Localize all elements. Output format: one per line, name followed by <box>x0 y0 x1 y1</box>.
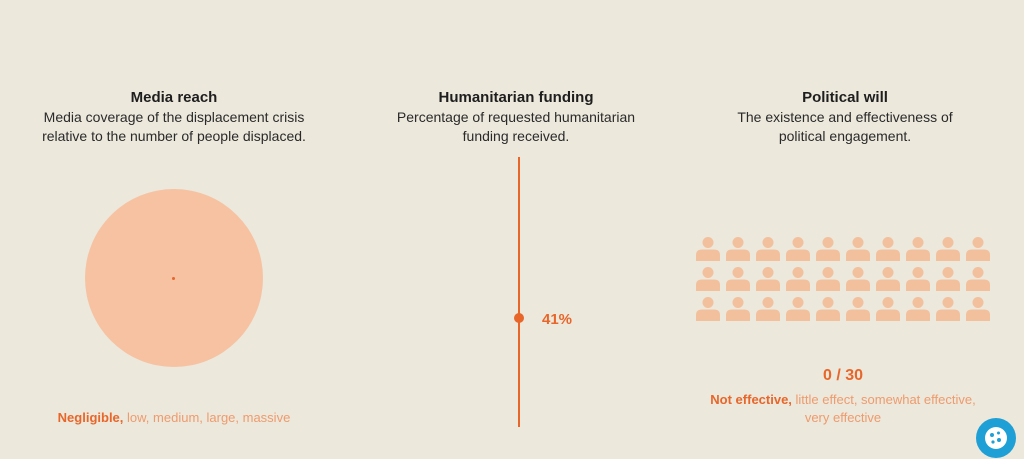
person-icon <box>903 236 933 266</box>
person-icon <box>903 266 933 296</box>
funding-header: Humanitarian funding Percentage of reque… <box>362 88 670 146</box>
person-icon <box>873 236 903 266</box>
cookie-settings-button[interactable] <box>976 418 1016 458</box>
person-icon <box>843 266 873 296</box>
political-will-scale-rest-line1: little effect, somewhat effective, <box>791 392 976 407</box>
person-icon <box>933 236 963 266</box>
person-icon <box>813 266 843 296</box>
political-will-description-line1: The existence and effectiveness of <box>737 109 953 125</box>
media-reach-title: Media reach <box>130 89 218 106</box>
cookie-icon <box>985 427 1007 449</box>
political-will-scale-selected: Not effective, <box>710 392 792 407</box>
media-reach-center-dot <box>172 277 175 280</box>
person-icon <box>723 296 753 326</box>
person-icon <box>723 266 753 296</box>
funding-title: Humanitarian funding <box>438 89 594 106</box>
person-icon <box>783 296 813 326</box>
person-icon <box>873 296 903 326</box>
person-icon <box>753 266 783 296</box>
person-icon <box>963 296 993 326</box>
person-icon <box>933 266 963 296</box>
funding-marker-dot <box>514 313 524 323</box>
media-reach-description-line1: Media coverage of the displacement crisi… <box>43 109 305 125</box>
people-icon-grid <box>693 236 993 326</box>
funding-description-line2: funding received. <box>462 128 570 144</box>
person-icon <box>873 266 903 296</box>
person-icon <box>693 236 723 266</box>
political-will-ratio: 0 / 30 <box>822 367 864 384</box>
person-icon <box>753 236 783 266</box>
person-icon <box>933 296 963 326</box>
political-will-header: Political will The existence and effecti… <box>690 88 1000 146</box>
funding-percentage: 41% <box>542 311 573 328</box>
person-icon <box>783 266 813 296</box>
person-icon <box>963 266 993 296</box>
person-icon <box>813 236 843 266</box>
political-will-description-line2: political engagement. <box>778 128 912 144</box>
person-icon <box>963 236 993 266</box>
person-icon <box>813 296 843 326</box>
person-icon <box>723 236 753 266</box>
person-icon <box>693 266 723 296</box>
political-will-scale-rest-line2: very effective <box>804 410 882 425</box>
person-icon <box>753 296 783 326</box>
media-reach-header: Media reach Media coverage of the displa… <box>18 88 330 146</box>
media-reach-scale-rest: low, medium, large, massive <box>123 410 291 425</box>
person-icon <box>843 296 873 326</box>
person-icon <box>783 236 813 266</box>
political-will-title: Political will <box>802 89 888 106</box>
media-reach-scale: Negligible, low, medium, large, massive <box>18 409 330 427</box>
media-reach-scale-selected: Negligible, <box>57 410 124 425</box>
political-will-scale: Not effective, little effect, somewhat e… <box>690 391 996 427</box>
person-icon <box>843 236 873 266</box>
person-icon <box>693 296 723 326</box>
funding-description-line1: Percentage of requested humanitarian <box>396 109 636 125</box>
media-reach-description-line2: relative to the number of people displac… <box>42 128 306 144</box>
funding-scale-line <box>518 157 520 427</box>
person-icon <box>903 296 933 326</box>
